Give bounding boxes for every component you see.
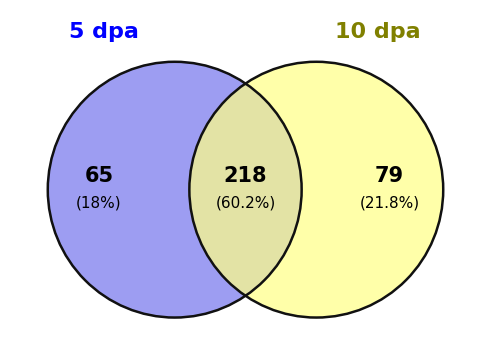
- Text: (18%): (18%): [76, 196, 122, 211]
- Text: (60.2%): (60.2%): [216, 196, 275, 211]
- Text: 65: 65: [84, 166, 113, 186]
- Text: 79: 79: [375, 166, 404, 186]
- Text: 5 dpa: 5 dpa: [69, 21, 139, 42]
- Text: 10 dpa: 10 dpa: [334, 21, 420, 42]
- Ellipse shape: [190, 62, 443, 318]
- Text: 218: 218: [224, 166, 267, 186]
- Ellipse shape: [48, 62, 301, 318]
- Text: (21.8%): (21.8%): [359, 196, 420, 211]
